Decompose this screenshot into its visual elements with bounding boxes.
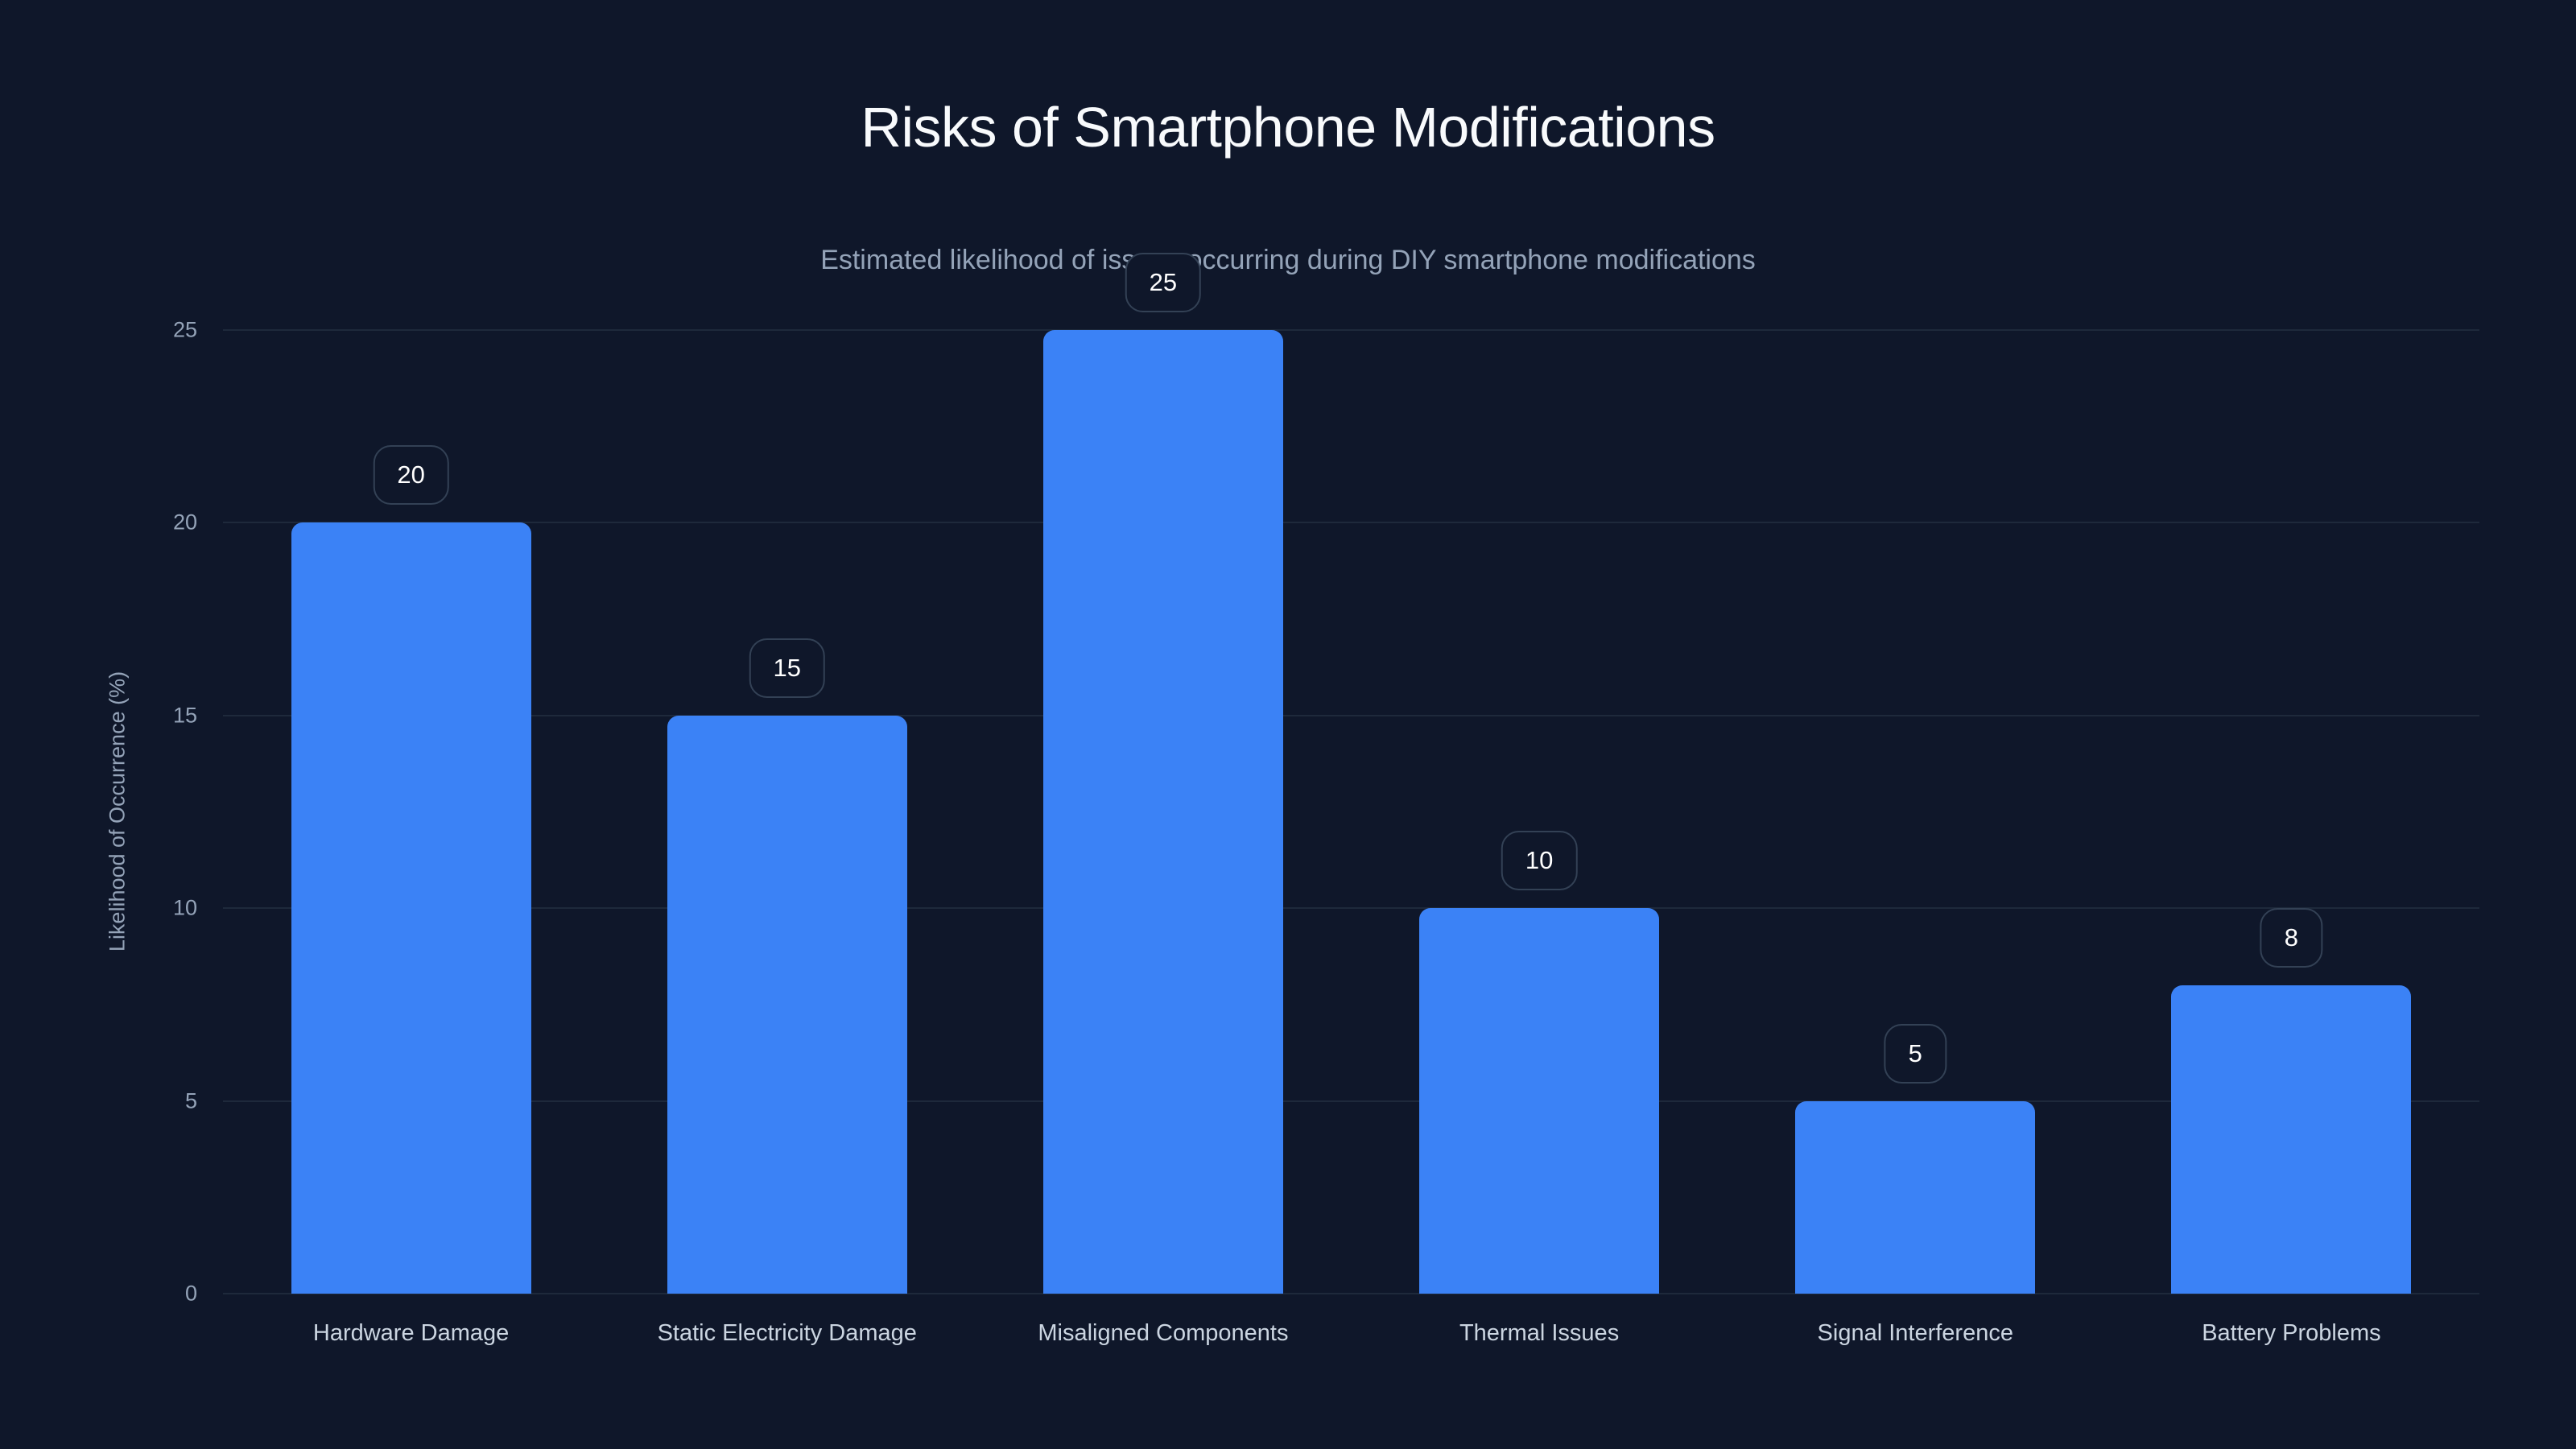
gridline (223, 522, 2479, 524)
x-tick-label: Signal Interference (1817, 1320, 2013, 1346)
y-tick-label: 20 (172, 510, 197, 535)
value-label: 25 (1125, 253, 1202, 312)
gridline (223, 1100, 2479, 1102)
y-tick-label: 15 (172, 703, 197, 728)
gridline (223, 714, 2479, 716)
value-label: 10 (1501, 831, 1578, 891)
y-tick-label: 10 (172, 895, 197, 920)
x-tick-label: Misaligned Components (1038, 1320, 1289, 1346)
x-tick-label: Hardware Damage (312, 1320, 510, 1346)
x-tick-label: Static Electricity Damage (657, 1320, 917, 1346)
x-tick-label: Thermal Issues (1459, 1320, 1620, 1346)
bar[interactable] (2171, 985, 2412, 1294)
bar[interactable] (1042, 330, 1283, 1294)
value-label: 20 (373, 445, 449, 506)
x-tick-label: Battery Problems (2202, 1320, 2381, 1346)
bar[interactable] (1795, 1100, 2036, 1294)
value-label: 15 (749, 638, 825, 698)
gridline (223, 1293, 2479, 1294)
y-tick-label: 5 (184, 1088, 197, 1113)
bar[interactable] (667, 715, 907, 1294)
bar[interactable] (1419, 908, 1660, 1294)
gridline (223, 329, 2479, 331)
chart-title: Risks of Smartphone Modifications (861, 96, 1715, 159)
bar[interactable] (291, 522, 531, 1294)
chart-subtitle: Estimated likelihood of issues occurring… (820, 245, 1756, 275)
gridline (223, 907, 2479, 910)
value-label: 5 (1884, 1023, 1946, 1084)
y-tick-label: 25 (172, 317, 197, 342)
plot-area: 20 15 25 10 5 8 (223, 253, 2479, 1294)
y-tick-label: 0 (184, 1281, 197, 1306)
value-label: 8 (2260, 907, 2323, 968)
